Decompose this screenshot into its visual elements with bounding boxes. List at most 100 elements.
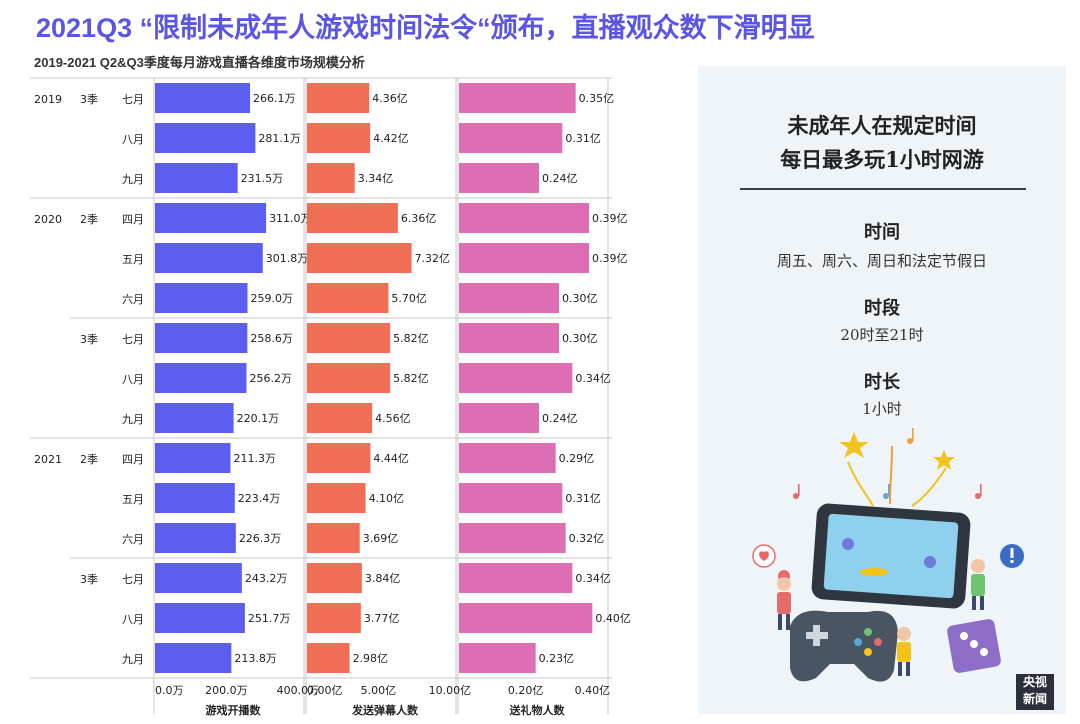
month-label: 八月 (122, 133, 144, 146)
bar (155, 123, 256, 153)
bar (307, 283, 389, 313)
music-note-icon (793, 428, 982, 499)
phone-illustration (811, 503, 971, 609)
bar (155, 203, 267, 233)
quarter-label: 3季 (80, 573, 98, 586)
x-tick-label: 400.0万 (277, 684, 320, 697)
bar (155, 403, 234, 433)
bar (459, 563, 573, 593)
month-label: 九月 (122, 173, 144, 186)
panel-title-line2: 每日最多玩1小时网游 (780, 147, 984, 172)
bar (459, 203, 589, 233)
bar-value-label: 213.8万 (234, 652, 277, 665)
bar-value-label: 7.32亿 (415, 252, 451, 265)
bar (155, 83, 251, 113)
illustration (752, 428, 1024, 682)
logo-line1: 央视 (1022, 675, 1047, 689)
bar-value-label: 4.44亿 (373, 452, 409, 465)
bar-value-label: 4.42亿 (373, 132, 409, 145)
month-label: 六月 (122, 533, 144, 546)
time-value: 周五、周六、周日和法定节假日 (776, 252, 987, 270)
heart-bubble-icon (752, 544, 776, 568)
bar (459, 163, 539, 193)
bar-value-label: 3.84亿 (365, 572, 401, 585)
year-label: 2021 (34, 453, 62, 466)
series-axis-title: 游戏开播数 (206, 703, 262, 717)
bar-value-label: 251.7万 (248, 612, 291, 625)
bar (155, 243, 263, 273)
cctv-news-logo: 央视 新闻 (1016, 674, 1054, 710)
month-label: 四月 (122, 453, 144, 466)
bar-value-label: 0.32亿 (569, 532, 605, 545)
x-tick-label: 10.00亿 (429, 684, 472, 697)
bar-value-label: 0.35亿 (579, 92, 615, 105)
bar (459, 283, 559, 313)
bar (155, 443, 231, 473)
year-label: 2019 (34, 93, 62, 106)
bar-value-label: 0.29亿 (559, 452, 595, 465)
bar (459, 643, 536, 673)
quarter-label: 2季 (80, 453, 98, 466)
bar (459, 83, 576, 113)
bar (459, 523, 566, 553)
month-label: 九月 (122, 653, 144, 666)
bar-value-label: 281.1万 (258, 132, 301, 145)
bar-value-label: 4.10亿 (369, 492, 405, 505)
bar-value-label: 0.40亿 (595, 612, 631, 625)
bar-value-label: 220.1万 (237, 412, 280, 425)
month-label: 九月 (122, 413, 144, 426)
month-label: 五月 (122, 493, 144, 506)
period-value: 20时至21时 (840, 326, 924, 344)
bar (307, 363, 391, 393)
bar (307, 523, 360, 553)
bar-value-label: 5.82亿 (393, 372, 429, 385)
quarter-label: 3季 (80, 93, 98, 106)
x-tick-label: 200.0万 (205, 684, 248, 697)
x-tick-label: 0.40亿 (575, 684, 611, 697)
bar (155, 563, 242, 593)
bar-value-label: 243.2万 (245, 572, 288, 585)
bar-value-label: 0.24亿 (542, 412, 578, 425)
bar (307, 123, 371, 153)
bar (155, 603, 245, 633)
bar-value-label: 211.3万 (233, 452, 276, 465)
bar-value-label: 0.23亿 (539, 652, 575, 665)
info-panel: 未成年人在规定时间 每日最多玩1小时网游 时间 周五、周六、周日和法定节假日 时… (698, 66, 1066, 714)
year-label: 2020 (34, 213, 62, 226)
bar (155, 163, 238, 193)
bar-value-label: 0.30亿 (562, 292, 598, 305)
series-axis-title: 发送弹幕人数 (351, 703, 419, 717)
bar (459, 323, 559, 353)
bar-value-label: 0.31亿 (565, 492, 601, 505)
month-label: 四月 (122, 213, 144, 226)
bar-value-label: 301.8万 (266, 252, 309, 265)
quarter-label: 3季 (80, 333, 98, 346)
series-axis-title: 送礼物人数 (509, 703, 566, 717)
page-title: 2021Q3 “限制未成年人游戏时间法令“颁布，直播观众数下滑明显 (36, 13, 815, 43)
bar (459, 123, 563, 153)
bar-value-label: 223.4万 (238, 492, 280, 505)
bar-value-label: 4.56亿 (375, 412, 411, 425)
x-tick-label: 0.20亿 (508, 684, 544, 697)
bar-value-label: 0.30亿 (562, 332, 598, 345)
logo-line2: 新闻 (1022, 692, 1047, 706)
bar-value-label: 3.77亿 (364, 612, 400, 625)
star-icon (839, 432, 955, 470)
bar (307, 203, 398, 233)
month-label: 七月 (122, 333, 144, 346)
bar-value-label: 266.1万 (253, 92, 295, 105)
bar-value-label: 3.69亿 (363, 532, 399, 545)
bar-value-label: 259.0万 (251, 292, 294, 305)
bar (155, 643, 232, 673)
bar (459, 443, 556, 473)
x-tick-label: 5.00亿 (361, 684, 397, 697)
bar (459, 363, 573, 393)
x-tick-label: 0.00亿 (307, 684, 343, 697)
bar (307, 563, 362, 593)
bar-value-label: 0.31亿 (565, 132, 601, 145)
divider (740, 188, 1026, 190)
quarter-label: 2季 (80, 213, 98, 226)
x-tick-label: 0.0万 (155, 684, 184, 697)
panel-title-line1: 未成年人在规定时间 (787, 113, 977, 138)
